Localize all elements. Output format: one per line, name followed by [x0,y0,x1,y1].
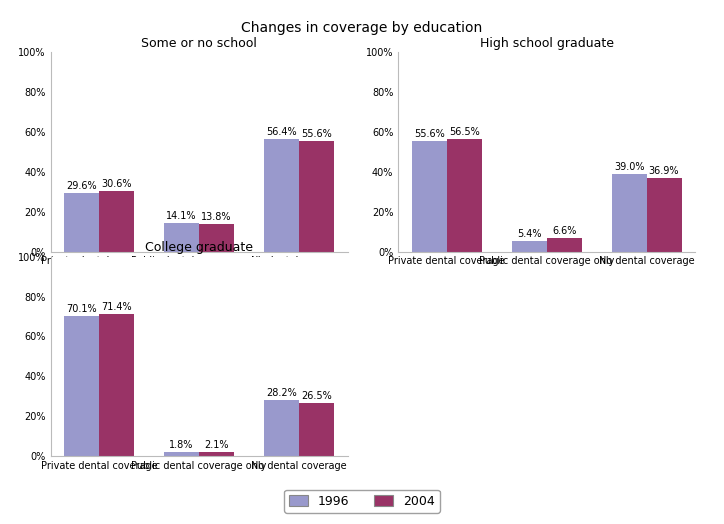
Text: 26.5%: 26.5% [301,391,332,401]
Text: 56.4%: 56.4% [266,127,297,137]
Bar [647,178,681,252]
Bar [199,452,234,456]
Bar [64,316,99,456]
Bar [612,174,647,252]
Text: Changes in coverage by education: Changes in coverage by education [241,21,483,35]
Title: College graduate: College graduate [145,241,253,254]
Bar [299,403,334,456]
Text: 55.6%: 55.6% [414,129,445,139]
Bar [164,223,199,252]
Bar [64,193,99,252]
Text: 30.6%: 30.6% [101,179,132,189]
Title: High school graduate: High school graduate [479,37,614,50]
Text: 71.4%: 71.4% [101,302,132,312]
Bar [99,191,134,252]
Bar [299,141,334,252]
Bar [99,314,134,456]
Text: 1.8%: 1.8% [169,440,194,450]
Text: 5.4%: 5.4% [517,229,542,239]
Title: Some or no school: Some or no school [141,37,257,50]
Text: 14.1%: 14.1% [167,212,197,222]
Legend: 1996, 2004: 1996, 2004 [284,489,440,512]
Text: 70.1%: 70.1% [67,304,97,314]
Text: 56.5%: 56.5% [449,127,479,137]
Text: 13.8%: 13.8% [201,212,232,222]
Bar [264,400,299,456]
Bar [547,238,581,252]
Bar [412,141,447,252]
Text: 6.6%: 6.6% [552,226,576,236]
Bar [199,224,234,252]
Text: 29.6%: 29.6% [67,181,97,191]
Text: 28.2%: 28.2% [266,388,297,398]
Bar [164,452,199,456]
Text: 55.6%: 55.6% [301,129,332,139]
Text: 36.9%: 36.9% [649,166,679,176]
Text: 39.0%: 39.0% [614,162,644,172]
Text: 2.1%: 2.1% [204,440,229,450]
Bar [264,139,299,252]
Bar [512,241,547,252]
Bar [447,139,481,252]
